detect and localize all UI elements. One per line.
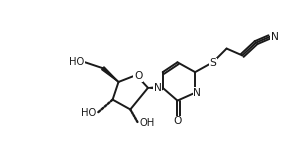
Text: N: N [154, 83, 162, 93]
Text: HO: HO [69, 57, 84, 67]
Text: O: O [173, 116, 182, 126]
Polygon shape [102, 67, 118, 82]
Text: S: S [209, 58, 216, 68]
Text: N: N [271, 32, 279, 42]
Text: O: O [134, 71, 142, 81]
Text: HO: HO [81, 108, 96, 118]
Text: N: N [193, 88, 201, 98]
Polygon shape [148, 86, 163, 90]
Text: OH: OH [139, 118, 154, 128]
